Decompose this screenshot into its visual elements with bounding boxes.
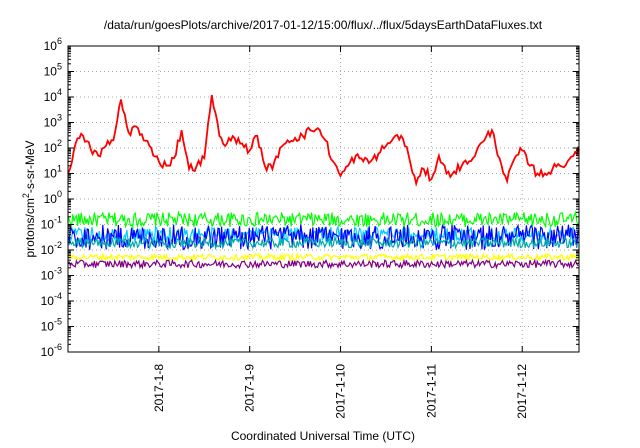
flux-series-line — [67, 251, 579, 263]
x-tick-label: 2017-1-10 — [334, 364, 348, 419]
y-tick-label: 10-2 — [41, 240, 62, 257]
y-tick-label: 103 — [44, 113, 62, 130]
x-tick-label: 2017-1-11 — [424, 364, 438, 418]
flux-series-line — [67, 210, 579, 229]
axis-ticks: 10-6 10-5 10-4 10-3 10-2 10-1 100 101 102 103 104 1… — [41, 36, 579, 419]
x-tick-label: 2017-1-12 — [515, 364, 529, 419]
proton-flux-red-line — [67, 94, 580, 188]
y-tick-label: 10-6 — [41, 342, 62, 359]
y-axis-label: protons/cm2-s-sr-MeV — [21, 140, 37, 257]
x-tick-label: 2017-1-8 — [152, 364, 166, 412]
x-tick-label: 2017-1-9 — [243, 364, 257, 412]
y-tick-label: 105 — [44, 62, 62, 79]
y-tick-label: 10-5 — [41, 317, 62, 334]
flux-series-line — [67, 235, 579, 251]
y-tick-label: 104 — [44, 87, 62, 104]
flux-series-line — [67, 258, 579, 270]
y-axis-label-text: protons/cm2-s-sr-MeV — [21, 140, 37, 257]
y-tick-label: 10-1 — [41, 215, 62, 232]
y-tick-label: 102 — [44, 138, 62, 155]
series-group — [67, 94, 580, 270]
x-axis-label: Coordinated Universal Time (UTC) — [231, 429, 415, 443]
y-tick-label: 100 — [44, 189, 62, 206]
y-tick-label: 106 — [44, 36, 62, 53]
flux-series-line — [67, 223, 579, 251]
y-tick-label: 10-3 — [41, 266, 62, 283]
y-tick-label: 101 — [44, 164, 62, 181]
chart-title: /data/run/goesPlots/archive/2017-01-12/1… — [103, 18, 543, 32]
y-tick-label: 10-4 — [41, 291, 62, 308]
grid-lines — [68, 46, 579, 352]
